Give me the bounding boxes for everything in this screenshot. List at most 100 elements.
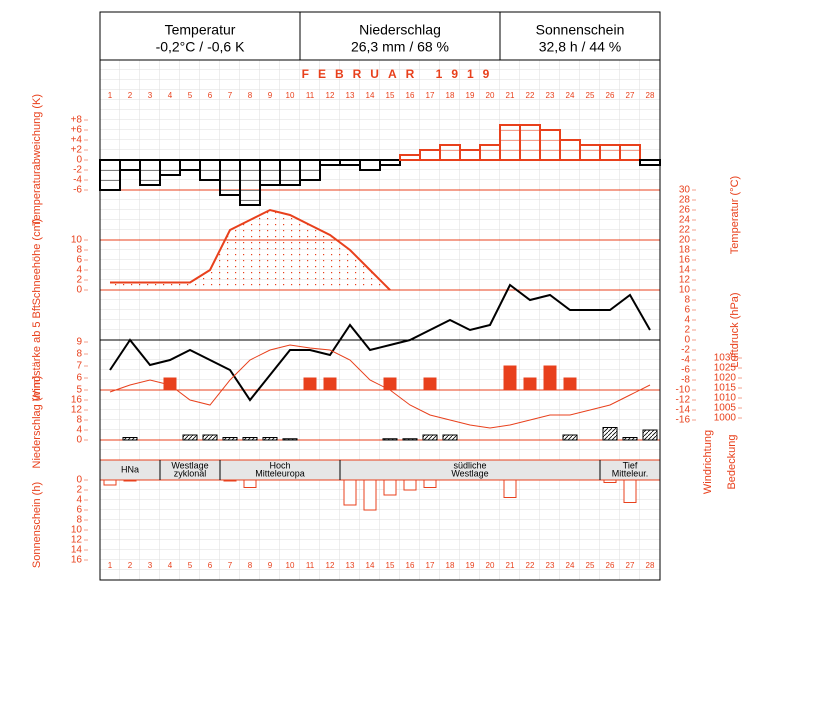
bar xyxy=(339,159,361,166)
grid-background xyxy=(100,60,660,580)
bar xyxy=(363,479,377,511)
bar xyxy=(423,377,437,391)
y-tick-label: 0 xyxy=(684,335,690,346)
bar xyxy=(419,149,441,161)
y-tick-label: 4 xyxy=(684,315,690,326)
day-label: 4 xyxy=(168,561,173,570)
y-tick-label: 7 xyxy=(76,361,82,372)
y-tick-label: 26 xyxy=(679,205,691,216)
day-label: 18 xyxy=(446,91,455,100)
weather-type: Mitteleur. xyxy=(612,468,649,478)
line xyxy=(109,344,651,429)
bar xyxy=(103,479,117,486)
weather-row xyxy=(100,460,660,480)
bar xyxy=(439,144,461,161)
line xyxy=(109,283,651,402)
y-tick-label: 8 xyxy=(76,415,82,426)
day-label: 22 xyxy=(526,91,535,100)
day-label: 26 xyxy=(606,91,615,100)
day-label: 27 xyxy=(626,91,635,100)
bar xyxy=(262,437,278,441)
header-label: Sonnenschein xyxy=(536,22,625,38)
day-label: 18 xyxy=(446,561,455,570)
day-label: 13 xyxy=(346,561,355,570)
frame xyxy=(99,11,661,581)
bar xyxy=(603,479,617,483)
bar xyxy=(519,124,541,161)
y-tick-label: 0 xyxy=(76,475,82,486)
day-label: 16 xyxy=(406,561,415,570)
bar xyxy=(602,427,618,441)
day-label: 6 xyxy=(208,91,213,100)
axis-title: Temperatur (°C) xyxy=(729,176,741,254)
weather-type: Westlage xyxy=(451,468,488,478)
header-value: -0,2°C / -0,6 K xyxy=(156,39,246,55)
bar xyxy=(319,159,341,166)
y-tick-label: +2 xyxy=(71,145,83,156)
y-tick-label: -4 xyxy=(681,355,690,366)
bar xyxy=(642,429,658,441)
bar xyxy=(179,159,201,171)
y-tick-label: +4 xyxy=(71,135,83,146)
y-tick-label: 6 xyxy=(76,505,82,516)
day-label: 17 xyxy=(426,91,435,100)
month-title: FEBRUAR 1919 xyxy=(302,67,499,81)
bar xyxy=(243,479,257,488)
bar xyxy=(99,159,121,191)
y-tick-label: -14 xyxy=(676,405,691,416)
day-label: 1 xyxy=(108,91,113,100)
bar xyxy=(223,479,237,482)
y-tick-label: 4 xyxy=(76,495,82,506)
y-tick-label: 0 xyxy=(76,435,82,446)
bar xyxy=(623,479,637,503)
axis-title: Temperaturabweichung (K) xyxy=(31,94,43,226)
y-tick-label: 22 xyxy=(679,225,691,236)
day-label: 12 xyxy=(326,91,335,100)
bar xyxy=(599,144,621,161)
y-tick-label: 6 xyxy=(684,305,690,316)
y-tick-label: 12 xyxy=(679,275,691,286)
day-label: 17 xyxy=(426,561,435,570)
bar xyxy=(639,159,661,166)
bar xyxy=(559,139,581,161)
bar xyxy=(359,159,381,171)
y-tick-label: 28 xyxy=(679,195,691,206)
right-label: Windrichtung xyxy=(702,430,714,494)
y-tick-label: 1015 xyxy=(714,383,737,394)
bar xyxy=(343,479,357,506)
y-tick-label: 14 xyxy=(71,545,83,556)
y-tick-label: 6 xyxy=(76,373,82,384)
bar xyxy=(199,159,221,181)
y-tick-label: 4 xyxy=(76,265,82,276)
y-tick-label: 10 xyxy=(71,525,83,536)
y-tick-label: 4 xyxy=(76,425,82,436)
day-label: 2 xyxy=(128,561,133,570)
bar xyxy=(123,479,137,482)
weather-type: südliche xyxy=(453,460,486,470)
weather-type: Mitteleuropa xyxy=(255,468,305,478)
day-label: 1 xyxy=(108,561,113,570)
y-tick-label: 18 xyxy=(679,245,691,256)
y-tick-label: +6 xyxy=(71,125,83,136)
weather-type: Hoch xyxy=(269,460,290,470)
axis-title: Windstärke ab 5 Bft xyxy=(31,305,43,401)
day-label: 20 xyxy=(486,561,495,570)
bar xyxy=(579,144,601,161)
bar xyxy=(422,434,438,441)
bar xyxy=(219,159,241,196)
y-tick-label: 2 xyxy=(684,325,690,336)
bar xyxy=(122,437,138,441)
weather-type: Tief xyxy=(623,460,638,470)
y-tick-label: -2 xyxy=(73,165,82,176)
day-label: 19 xyxy=(466,91,475,100)
bar xyxy=(539,129,561,161)
day-label: 24 xyxy=(566,91,575,100)
day-label: 23 xyxy=(546,561,555,570)
day-label: 2 xyxy=(128,91,133,100)
day-label: 15 xyxy=(386,561,395,570)
y-tick-label: 12 xyxy=(71,535,83,546)
header-value: 32,8 h / 44 % xyxy=(539,39,622,55)
bar xyxy=(383,479,397,496)
day-label: 23 xyxy=(546,91,555,100)
